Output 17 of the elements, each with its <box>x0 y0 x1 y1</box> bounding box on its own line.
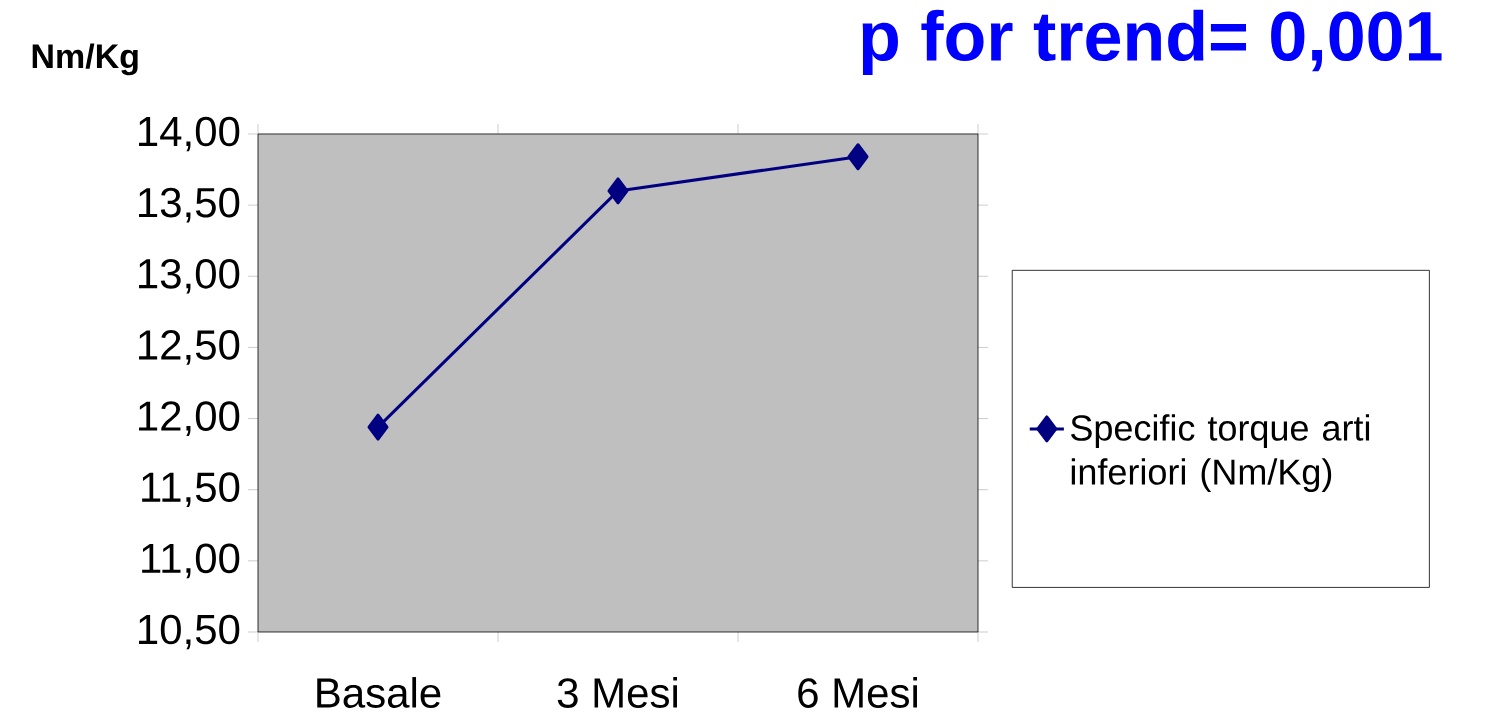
y-tick-label: 12,00 <box>139 401 240 436</box>
x-tick-label: 3 Mesi <box>557 677 677 708</box>
y-tick-label: 13,00 <box>139 258 240 294</box>
point <box>847 143 869 171</box>
y-tick-label: 12,50 <box>139 330 240 365</box>
y-tick-label: 11,50 <box>142 472 240 508</box>
x-tick-label: Basale <box>317 677 441 708</box>
y-tick-label: 13,50 <box>139 187 240 223</box>
y-axis-title: Nm/Kg <box>32 43 138 76</box>
point <box>607 177 629 205</box>
y-tick-label: 10,50 <box>139 614 240 650</box>
point <box>367 413 389 441</box>
text: p for trend= 0,001 <box>862 9 1442 75</box>
y-tick-label: 11,00 <box>142 543 240 579</box>
x-tick-label: 6 Mesi <box>798 677 917 708</box>
y-tick-label: 14,00 <box>139 116 240 152</box>
legend-label: Specific torque arti inferiori (Nm/Kg) <box>1071 414 1370 492</box>
